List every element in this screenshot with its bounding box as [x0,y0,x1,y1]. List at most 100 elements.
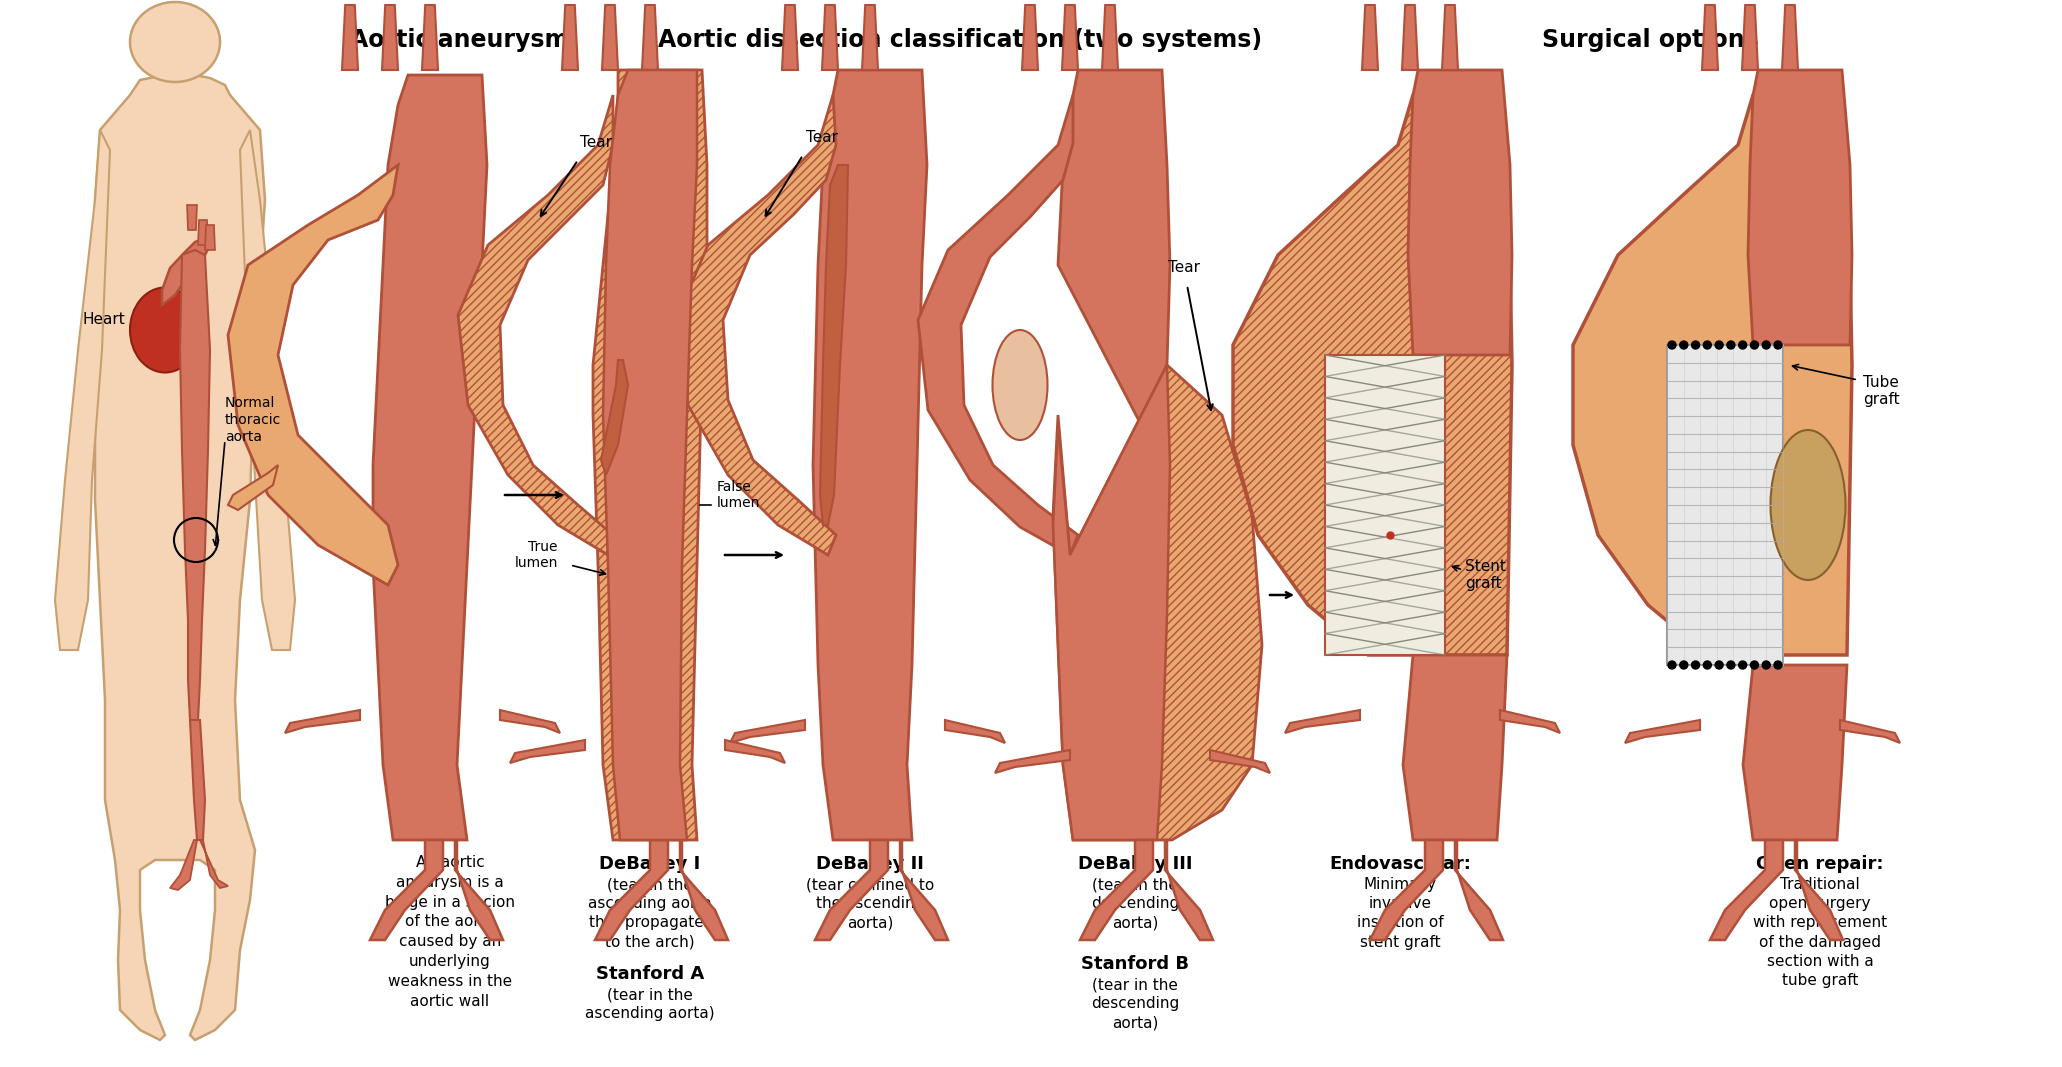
Polygon shape [169,840,198,890]
Text: (tear confined to
the ascending
aorta): (tear confined to the ascending aorta) [806,877,934,930]
Text: Aortic aneurysm: Aortic aneurysm [351,28,569,52]
Polygon shape [1402,5,1419,70]
Polygon shape [1749,70,1852,345]
Circle shape [1716,341,1724,349]
Polygon shape [602,5,619,70]
Polygon shape [596,840,668,940]
Polygon shape [641,5,658,70]
Polygon shape [1054,365,1262,840]
Polygon shape [1742,665,1848,840]
Circle shape [1726,660,1734,669]
Polygon shape [1839,720,1899,743]
Polygon shape [423,5,437,70]
Polygon shape [1701,5,1718,70]
Polygon shape [1165,840,1212,940]
Polygon shape [1408,70,1511,355]
Polygon shape [1023,5,1037,70]
Polygon shape [458,95,612,555]
Polygon shape [1058,70,1169,465]
Text: Aortic dissection classification (two systems): Aortic dissection classification (two sy… [658,28,1262,52]
Polygon shape [821,165,847,525]
Text: (tear in the
descending
aorta): (tear in the descending aorta) [1091,977,1179,1031]
Polygon shape [229,465,278,510]
Polygon shape [190,720,204,840]
Polygon shape [499,710,561,733]
Circle shape [1703,341,1711,349]
Text: Open repair:: Open repair: [1757,855,1885,873]
Polygon shape [781,5,798,70]
Text: DeBakey I: DeBakey I [600,855,701,873]
Text: False
lumen: False lumen [718,480,761,510]
Polygon shape [56,130,109,650]
Polygon shape [342,5,359,70]
Circle shape [1691,660,1699,669]
Polygon shape [95,75,266,1040]
Polygon shape [1499,710,1561,733]
Polygon shape [1285,710,1361,733]
Polygon shape [1573,75,1852,655]
Circle shape [1751,660,1759,669]
Text: (tear in the
descending
aorta): (tear in the descending aorta) [1091,877,1179,930]
Polygon shape [1210,750,1270,773]
Polygon shape [726,740,786,763]
Polygon shape [823,5,837,70]
Text: DeBakey II: DeBakey II [817,855,924,873]
Polygon shape [1709,840,1784,940]
Ellipse shape [130,287,200,372]
Text: Heart: Heart [82,313,126,328]
Polygon shape [1369,840,1443,940]
Text: True
lumen: True lumen [516,540,559,570]
Circle shape [1681,341,1689,349]
Polygon shape [996,750,1070,773]
Circle shape [1703,660,1711,669]
Polygon shape [239,130,295,650]
Text: Minimally
invasive
insertion of
stent graft: Minimally invasive insertion of stent gr… [1357,877,1443,950]
Circle shape [1681,660,1689,669]
Polygon shape [373,75,487,840]
Polygon shape [1666,345,1784,665]
Circle shape [1716,660,1724,669]
Polygon shape [456,840,503,940]
Polygon shape [814,840,889,940]
Circle shape [1751,341,1759,349]
Polygon shape [1625,720,1699,743]
Polygon shape [602,70,697,840]
Polygon shape [678,95,835,555]
Text: Normal
thoracic
aorta: Normal thoracic aorta [225,396,280,444]
Ellipse shape [992,330,1047,440]
Text: Stent
graft: Stent graft [1464,559,1505,591]
Polygon shape [899,840,949,940]
Polygon shape [198,220,208,245]
Polygon shape [200,840,229,888]
Ellipse shape [1771,430,1845,580]
Circle shape [1691,341,1699,349]
Text: Tube
graft: Tube graft [1862,375,1899,408]
Polygon shape [1782,5,1798,70]
Circle shape [1763,660,1769,669]
Polygon shape [179,250,210,720]
Polygon shape [1796,840,1843,940]
Polygon shape [812,70,928,840]
Polygon shape [381,5,398,70]
Text: (tear in the
ascending aorta
that propagates
to the arch): (tear in the ascending aorta that propag… [588,877,711,950]
Polygon shape [563,5,577,70]
Polygon shape [1456,840,1503,940]
Text: DeBakey III: DeBakey III [1078,855,1192,873]
Polygon shape [594,70,707,840]
Polygon shape [1062,5,1078,70]
Text: Tear: Tear [1167,260,1200,275]
Polygon shape [1101,5,1118,70]
Circle shape [1773,341,1782,349]
Text: Tear: Tear [806,130,837,145]
Circle shape [1668,341,1676,349]
Text: Surgical options: Surgical options [1542,28,1759,52]
Polygon shape [600,360,629,475]
Polygon shape [918,95,1078,555]
Polygon shape [1054,365,1169,840]
Polygon shape [1326,355,1445,655]
Text: Stanford A: Stanford A [596,965,703,983]
Circle shape [1773,660,1782,669]
Polygon shape [730,720,804,743]
Polygon shape [944,720,1004,743]
Polygon shape [1363,5,1377,70]
